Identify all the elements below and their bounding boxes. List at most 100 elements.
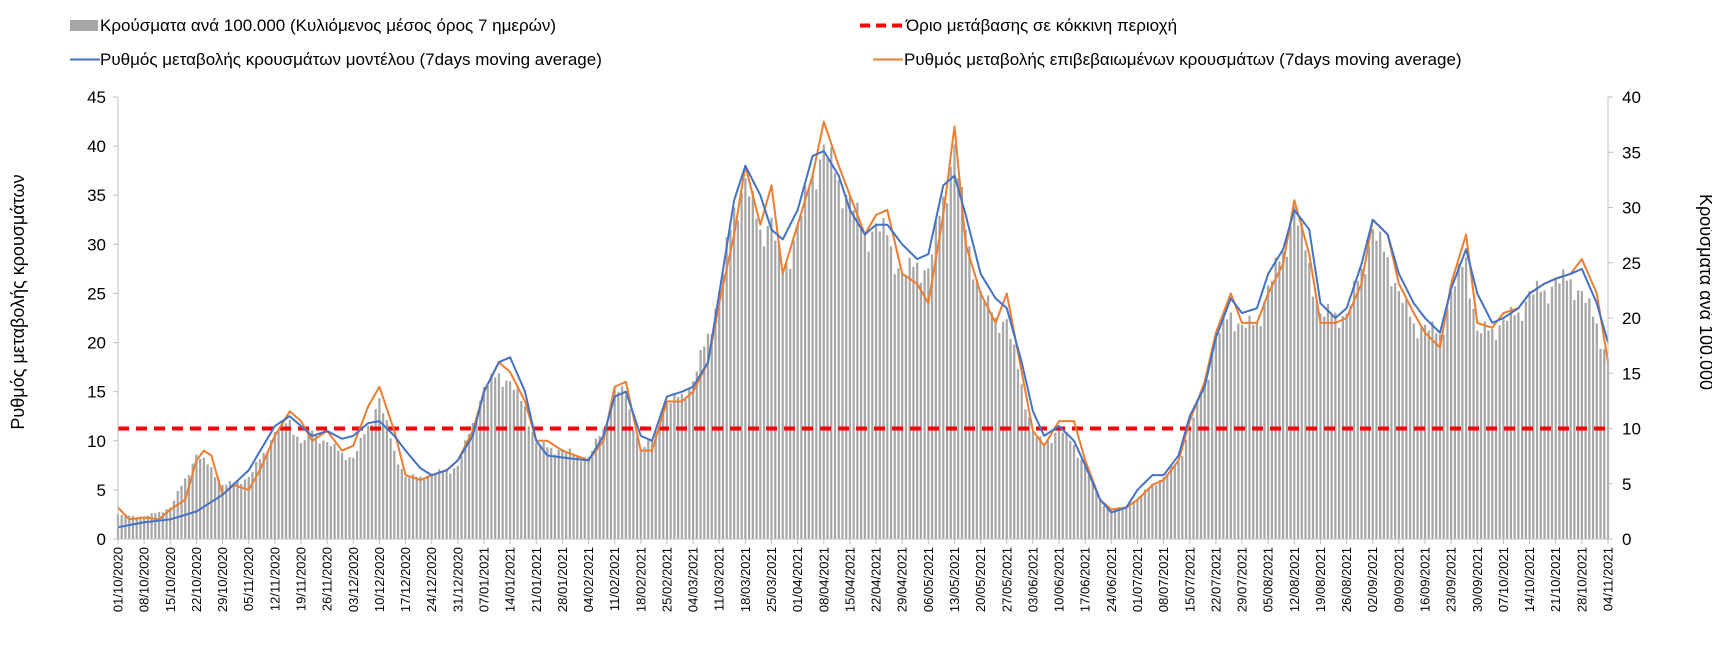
bar-cases — [1599, 348, 1602, 539]
bar-cases — [303, 440, 306, 539]
y-left-tick-label: 10 — [87, 432, 106, 451]
bar-cases — [1483, 321, 1486, 539]
x-tick-label: 24/12/2020 — [424, 547, 439, 612]
bar-cases — [1016, 369, 1020, 539]
rate-lines — [117, 120, 1609, 529]
bar-cases — [299, 443, 303, 539]
x-tick-label: 01/10/2020 — [111, 547, 126, 612]
x-tick-label: 02/09/2021 — [1365, 547, 1380, 612]
x-tick-label: 09/09/2021 — [1391, 547, 1406, 612]
bar-cases — [964, 229, 967, 539]
bar-cases — [494, 377, 497, 539]
bar-cases — [718, 291, 721, 539]
bar-cases — [1173, 465, 1176, 539]
legend-label-threshold: Όριο μετάβασης σε κόκκινη περιοχή — [905, 16, 1177, 35]
bar-cases — [658, 429, 661, 539]
bar-cases — [490, 373, 493, 539]
bar-cases — [1494, 339, 1498, 539]
bar-cases — [314, 434, 318, 539]
bar-cases — [1584, 302, 1587, 539]
bar-cases — [912, 266, 915, 539]
bar-cases — [191, 463, 194, 539]
bar-cases — [1248, 315, 1251, 539]
x-tick-label: 05/08/2021 — [1261, 547, 1276, 612]
bar-cases — [1184, 439, 1188, 539]
bar-cases — [292, 434, 295, 539]
bar-cases — [1113, 509, 1117, 539]
x-tick-label: 26/08/2021 — [1339, 547, 1354, 612]
bar-cases — [919, 282, 922, 539]
bar-cases — [1207, 379, 1210, 539]
bar-cases — [1326, 304, 1330, 539]
bar-cases — [1319, 313, 1322, 539]
bar-cases — [1334, 312, 1337, 539]
y-right-tick-label: 20 — [1622, 309, 1641, 328]
bar-cases — [471, 422, 474, 539]
bar-cases — [1397, 291, 1400, 539]
bar-cases — [688, 387, 691, 539]
bar-cases — [871, 231, 874, 539]
bar-cases — [1308, 262, 1311, 539]
bar-cases — [460, 456, 463, 540]
legend-item-model-rate[interactable]: Ρυθμός μεταβολής κρουσμάτων μοντέλου (7d… — [70, 50, 602, 69]
legend-item-confirmed-rate[interactable]: Ρυθμός μεταβολής επιβεβαιωμένων κρουσμάτ… — [873, 50, 1462, 69]
bar-cases — [665, 403, 669, 539]
bar-cases — [389, 438, 392, 539]
bar-cases — [998, 332, 1001, 539]
bar-cases — [396, 464, 400, 539]
bar-cases — [744, 178, 747, 539]
x-tick-label: 28/01/2021 — [555, 547, 570, 612]
bar-cases — [777, 243, 781, 539]
bar-cases — [180, 485, 183, 539]
bar-cases — [512, 389, 515, 539]
bar-cases — [647, 438, 650, 539]
x-tick-label: 12/08/2021 — [1287, 547, 1302, 612]
bar-cases — [1293, 206, 1296, 539]
bar-cases — [135, 517, 138, 539]
y-left-tick-label: 25 — [87, 284, 106, 303]
legend-item-cases[interactable]: Κρούσματα ανά 100.000 (Κυλιόμενος μέσος … — [70, 16, 556, 35]
bar-cases — [1203, 384, 1206, 539]
bar-cases — [796, 223, 799, 539]
x-tick-label: 19/08/2021 — [1313, 547, 1328, 612]
bar-cases — [1450, 291, 1453, 539]
bar-cases — [1498, 325, 1501, 539]
x-tick-label: 12/11/2020 — [267, 547, 282, 611]
bar-cases — [1080, 459, 1083, 539]
bar-cases — [613, 386, 616, 539]
x-tick-label: 14/01/2021 — [503, 547, 518, 612]
bar-cases — [430, 473, 433, 539]
x-tick-label: 01/04/2021 — [790, 547, 805, 612]
bar-cases — [811, 174, 814, 539]
bar-cases — [329, 446, 332, 539]
bar-cases — [1479, 333, 1483, 539]
bar-cases — [273, 431, 276, 539]
bar-cases — [624, 395, 627, 539]
bar-cases — [1558, 283, 1561, 539]
bar-cases — [1580, 291, 1583, 539]
bar-cases — [1356, 280, 1359, 539]
bar-cases — [1087, 475, 1091, 539]
bar-cases — [516, 388, 519, 539]
bar-cases — [1524, 301, 1527, 539]
x-tick-label: 26/11/2020 — [320, 547, 335, 611]
x-tick-label: 10/06/2021 — [1052, 547, 1067, 612]
bar-cases — [445, 470, 448, 539]
bar-cases — [804, 185, 807, 539]
bar-cases — [1110, 510, 1113, 539]
bar-cases — [240, 483, 243, 539]
bar-cases — [1214, 336, 1218, 539]
bar-cases — [990, 312, 993, 539]
bar-cases — [815, 189, 818, 540]
legend-item-threshold[interactable]: Όριο μετάβασης σε κόκκινη περιοχή — [860, 16, 1177, 35]
bar-cases — [1099, 500, 1102, 539]
x-tick-label: 04/11/2021 — [1601, 547, 1616, 611]
bar-cases — [807, 188, 810, 539]
bar-cases — [165, 509, 168, 539]
bar-cases — [538, 445, 542, 539]
bar-cases — [736, 220, 740, 539]
bar-cases — [1349, 305, 1352, 539]
bar-cases — [1013, 344, 1016, 539]
bar-cases — [774, 240, 777, 539]
bar-cases — [169, 507, 172, 539]
